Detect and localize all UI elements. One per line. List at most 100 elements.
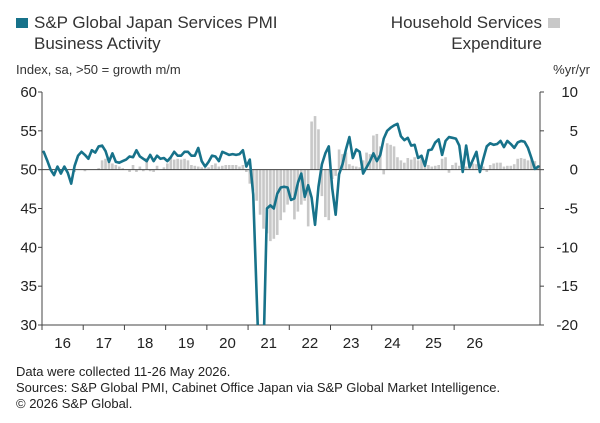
- expenditure-bar: [162, 167, 166, 170]
- pmi-line: [42, 122, 540, 325]
- expenditure-bar: [142, 169, 145, 172]
- expenditure-bar: [385, 143, 389, 170]
- expenditure-bar: [468, 168, 471, 170]
- right-tick-label: 5: [570, 123, 578, 140]
- left-tick-label: 45: [20, 201, 37, 218]
- right-axis-unit: %yr/yr: [553, 62, 590, 77]
- expenditure-bar: [234, 165, 238, 170]
- expenditure-bar: [296, 169, 300, 212]
- expenditure-bar: [169, 157, 173, 170]
- expenditure-bar: [193, 165, 197, 170]
- x-tick-label: 26: [466, 335, 483, 352]
- expenditure-bar: [117, 166, 121, 170]
- left-tick-label: 60: [20, 84, 37, 101]
- expenditure-bar: [248, 169, 252, 184]
- x-tick-label: 23: [343, 335, 360, 352]
- expenditure-bar: [238, 166, 241, 170]
- expenditure-bar: [334, 169, 337, 176]
- expenditure-bar: [186, 160, 190, 170]
- expenditure-bar: [214, 163, 217, 170]
- expenditure-bar: [399, 160, 403, 170]
- legend-line: S&P Global Japan Services PMI Business A…: [16, 12, 277, 54]
- expenditure-bar: [354, 166, 358, 170]
- expenditure-bar: [320, 169, 324, 197]
- expenditure-bar: [365, 152, 368, 170]
- expenditure-bar: [176, 158, 179, 170]
- expenditure-bar: [107, 160, 111, 170]
- expenditure-bar: [471, 163, 475, 170]
- expenditure-bar: [303, 169, 307, 201]
- x-tick-label: 21: [260, 335, 277, 352]
- expenditure-bar: [413, 157, 416, 170]
- expenditure-bar: [111, 163, 114, 170]
- expenditure-bar: [282, 169, 286, 213]
- expenditure-bar: [457, 165, 461, 170]
- left-tick-label: 55: [20, 123, 37, 140]
- expenditure-bar: [121, 168, 125, 170]
- expenditure-bar: [406, 158, 410, 170]
- expenditure-bar: [262, 169, 265, 229]
- expenditure-bar: [485, 169, 489, 172]
- x-tick-label: 20: [219, 335, 236, 352]
- expenditure-bar: [523, 158, 526, 170]
- expenditure-bar: [416, 160, 420, 170]
- expenditure-bar: [464, 166, 468, 170]
- expenditure-bar: [251, 169, 255, 191]
- expenditure-bar: [358, 167, 361, 170]
- expenditure-bar: [179, 159, 183, 170]
- expenditure-bar: [482, 166, 485, 170]
- expenditure-bar: [475, 164, 478, 170]
- legend-bar-swatch: [548, 18, 560, 28]
- x-tick-label: 17: [95, 335, 112, 352]
- footer-sources: Sources: S&P Global PMI, Cabinet Office …: [16, 380, 501, 395]
- expenditure-bar: [155, 165, 159, 170]
- expenditure-bar: [131, 165, 135, 170]
- expenditure-bar: [114, 165, 118, 170]
- expenditure-bar: [138, 166, 142, 170]
- expenditure-bar: [128, 169, 131, 172]
- expenditure-bar: [409, 159, 413, 170]
- expenditure-bar: [190, 165, 193, 170]
- expenditure-bar: [512, 164, 516, 170]
- expenditure-bar: [241, 165, 245, 170]
- legend-bar-label-2: Expenditure: [451, 34, 542, 53]
- expenditure-bar: [203, 168, 207, 170]
- left-tick-label: 40: [20, 239, 37, 256]
- legend-bar: Household Services Expenditure: [391, 12, 560, 54]
- expenditure-bar: [275, 169, 279, 235]
- x-tick-label: 25: [425, 335, 442, 352]
- expenditure-bar: [447, 169, 451, 173]
- expenditure-bar: [217, 166, 221, 170]
- expenditure-bar: [506, 165, 509, 170]
- expenditure-bar: [403, 162, 406, 170]
- expenditure-bar: [430, 166, 434, 170]
- axes: [41, 92, 541, 326]
- x-tick-label: 24: [384, 335, 401, 352]
- expenditure-bar: [100, 160, 104, 170]
- expenditure-bar: [440, 158, 444, 170]
- expenditure-bar: [313, 116, 317, 170]
- expenditure-bar: [351, 165, 355, 170]
- expenditure-bar: [378, 146, 382, 170]
- expenditure-bar: [451, 165, 454, 170]
- x-tick-label: 19: [178, 335, 195, 352]
- expenditure-bar: [454, 162, 458, 170]
- expenditure-bar: [135, 169, 138, 172]
- footer: Data were collected 11-26 May 2026. Sour…: [16, 364, 500, 412]
- expenditure-bar: [224, 165, 228, 170]
- expenditure-bar: [196, 166, 200, 170]
- footer-copyright: © 2026 S&P Global.: [16, 396, 133, 411]
- expenditure-bar: [516, 158, 519, 170]
- expenditure-bar: [509, 165, 513, 170]
- expenditure-bar: [207, 167, 210, 170]
- expenditure-bar: [183, 158, 186, 170]
- expenditure-bar: [526, 160, 530, 170]
- legend-line-swatch: [16, 18, 28, 28]
- expenditure-bar: [200, 167, 204, 170]
- right-tick-label: -5: [565, 201, 578, 218]
- expenditure-bar: [172, 159, 176, 170]
- x-tick-label: 22: [302, 335, 319, 352]
- right-tick-label: -20: [556, 317, 578, 334]
